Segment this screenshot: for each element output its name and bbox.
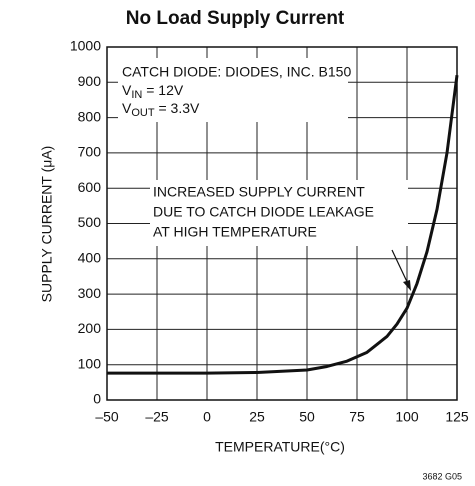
y-tick-label: 0 — [93, 391, 101, 407]
annotation: CATCH DIODE: DIODES, INC. B150 — [122, 64, 351, 80]
annotation: AT HIGH TEMPERATURE — [153, 224, 317, 240]
x-tick-label: 25 — [249, 409, 265, 425]
annotation-background — [118, 58, 348, 122]
x-tick-label: 100 — [395, 409, 419, 425]
y-tick-label: 100 — [78, 355, 102, 371]
annotation-part: V — [122, 100, 132, 116]
annotation: VOUT = 3.3V — [122, 100, 200, 119]
y-tick-label: 600 — [78, 179, 102, 195]
annotation: VIN = 12V — [122, 82, 184, 101]
arrow-head — [403, 280, 411, 291]
chart-title: No Load Supply Current — [126, 8, 345, 29]
x-tick-label: 50 — [299, 409, 315, 425]
y-tick-label: 700 — [78, 144, 102, 160]
x-tick-label: 75 — [349, 409, 365, 425]
x-tick-label: –50 — [95, 409, 119, 425]
y-tick-label: 900 — [78, 73, 102, 89]
annotation-background — [150, 180, 408, 246]
y-tick-label: 400 — [78, 250, 102, 266]
plot-frame — [106, 46, 458, 401]
y-tick-label: 1000 — [70, 38, 101, 54]
data-line — [107, 75, 459, 375]
annotation-subscript: OUT — [131, 107, 155, 119]
annotation-part: = 12V — [142, 82, 184, 98]
annotation: INCREASED SUPPLY CURRENT — [153, 184, 365, 200]
x-tick-label: 0 — [203, 409, 211, 425]
x-axis-label: TEMPERATURE(°C) — [215, 439, 345, 455]
y-tick-label: 800 — [78, 108, 102, 124]
annotation-subscript: IN — [131, 89, 142, 101]
y-tick-label: 200 — [78, 320, 102, 336]
annotation-part: V — [122, 82, 132, 98]
y-tick-label: 500 — [78, 214, 102, 230]
x-tick-label: –25 — [145, 409, 169, 425]
annotation: DUE TO CATCH DIODE LEAKAGE — [153, 204, 374, 220]
footnote: 3682 G05 — [422, 471, 462, 481]
x-tick-label: 125 — [445, 409, 469, 425]
y-tick-label: 300 — [78, 285, 102, 301]
arrow — [391, 249, 410, 287]
y-axis-label: SUPPLY CURRENT (μA) — [39, 146, 55, 303]
annotation-part: = 3.3V — [155, 100, 200, 116]
